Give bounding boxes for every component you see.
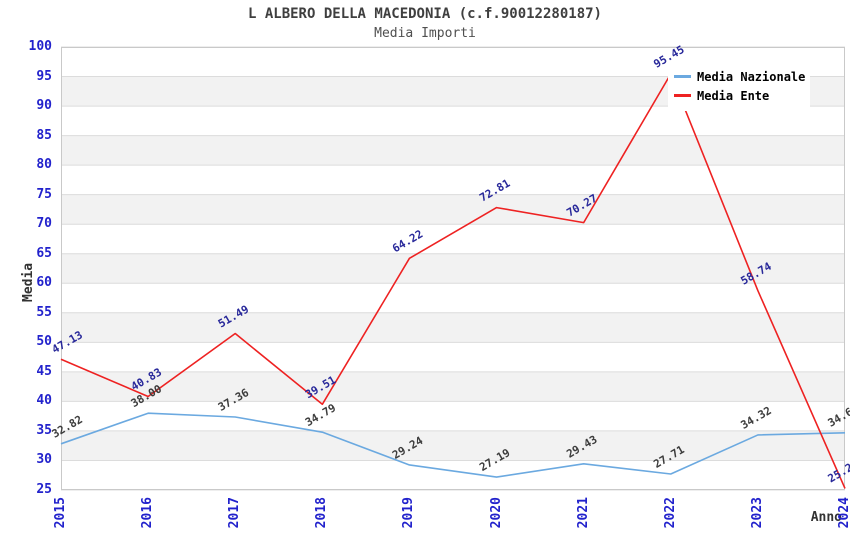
x-tick-label: 2023 (749, 497, 765, 529)
media-ente-swatch-icon (674, 94, 691, 97)
plot-band (61, 165, 845, 195)
y-tick-label: 65 (36, 245, 52, 261)
y-tick-label: 90 (36, 98, 52, 114)
y-tick-label: 45 (36, 363, 52, 379)
chart-title: L ALBERO DELLA MACEDONIA (c.f.9001228018… (247, 6, 602, 22)
plot-band (61, 430, 845, 461)
y-tick-label: 100 (28, 39, 52, 54)
media-nazionale-line (60, 412, 846, 478)
y-tick-label: 55 (36, 304, 52, 320)
plot-band (61, 194, 845, 225)
y-tick-label: 40 (36, 393, 52, 409)
plot-border (61, 47, 845, 490)
legend-item-media-nazionale: Media Nazionale (674, 68, 810, 85)
y-tick-label: 70 (36, 216, 52, 232)
legend-label: Media Ente (697, 88, 770, 103)
x-tick-label: 2017 (227, 497, 243, 529)
y-tick-label: 75 (36, 186, 52, 202)
x-axis-title: Anno (810, 510, 842, 525)
plot-band (61, 253, 845, 284)
x-tick-label: 2022 (662, 497, 678, 529)
x-tick-label: 2024 (837, 497, 850, 529)
y-tick-label: 95 (36, 68, 52, 84)
y-tick-label: 80 (36, 157, 52, 173)
x-tick-label: 2018 (314, 497, 330, 529)
plot-band (61, 460, 845, 490)
y-tick-label: 30 (36, 452, 52, 468)
legend: Media Nazionale Media Ente (668, 61, 810, 111)
plot-band (61, 283, 845, 313)
y-tick-label: 85 (36, 127, 52, 143)
x-tick-label: 2016 (140, 497, 156, 529)
x-tick-label: 2020 (488, 497, 504, 529)
plot-band (61, 401, 845, 431)
chart-subtitle: Media Importi (374, 26, 476, 41)
x-tick-label: 2015 (53, 497, 68, 529)
legend-label: Media Nazionale (697, 69, 806, 84)
y-tick-label: 25 (36, 482, 52, 497)
x-tick-label: 2021 (575, 497, 591, 529)
plot-band (61, 312, 845, 343)
legend-item-media-ente: Media Ente (674, 87, 810, 104)
media-ente-line (60, 73, 846, 489)
plot-band (61, 224, 845, 254)
plot-band (61, 371, 845, 402)
plot-band (61, 342, 845, 372)
plot-band (61, 135, 845, 166)
y-tick-label: 35 (36, 422, 52, 438)
y-tick-label: 60 (36, 275, 52, 291)
y-tick-label: 50 (36, 334, 52, 350)
media-nazionale-swatch-icon (674, 75, 691, 78)
x-tick-label: 2019 (401, 497, 417, 529)
